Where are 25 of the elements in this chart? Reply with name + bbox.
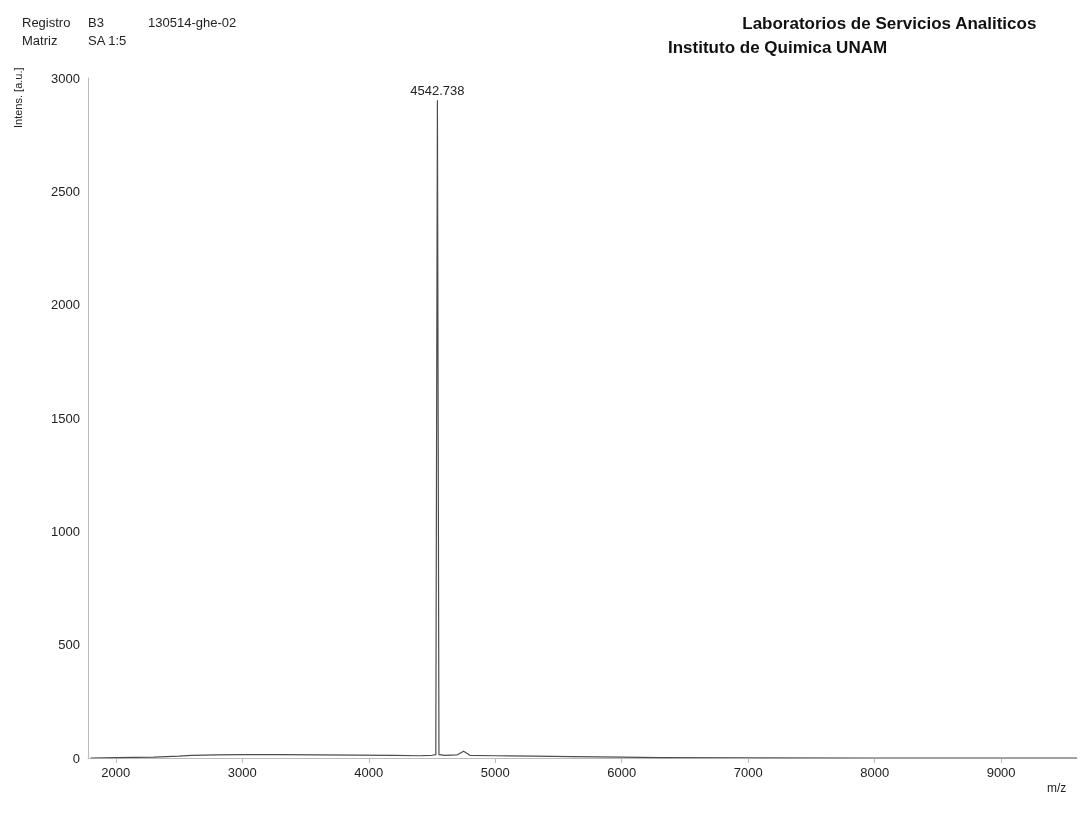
text: Matriz <box>22 33 58 48</box>
y-tick-label: 3000 <box>51 70 80 86</box>
x-tick-label: 7000 <box>733 765 763 780</box>
y-tick-label: 0 <box>72 750 80 766</box>
annotation: 4542.738 <box>410 82 465 98</box>
y-tick-label: 500 <box>58 637 80 653</box>
text: 130514-ghe-02 <box>148 15 237 30</box>
x-tick-label: 6000 <box>607 765 637 780</box>
x-axis-title: m/z <box>1047 781 1067 795</box>
y-tick-label: 1500 <box>51 410 80 426</box>
y-tick-label: 1000 <box>51 523 80 539</box>
x-tick-label: 2000 <box>101 765 131 780</box>
text: B3 <box>88 15 104 30</box>
x-tick-label: 5000 <box>480 765 510 780</box>
y-axis-title: Intens. [a.u.] <box>11 67 24 128</box>
y-tick-label: 2500 <box>51 183 80 199</box>
y-tick-label: 2000 <box>51 297 80 313</box>
text: Registro <box>22 15 71 30</box>
x-tick-label: 9000 <box>986 765 1016 780</box>
chart-subtitle: Instituto de Quimica UNAM <box>668 38 888 57</box>
x-tick-label: 3000 <box>227 765 257 780</box>
x-tick-label: 8000 <box>860 765 890 780</box>
x-tick-label: 4000 <box>354 765 384 780</box>
chart-title: Laboratorios de Servicios Analiticos <box>742 14 1037 33</box>
text: SA 1:5 <box>88 33 127 48</box>
